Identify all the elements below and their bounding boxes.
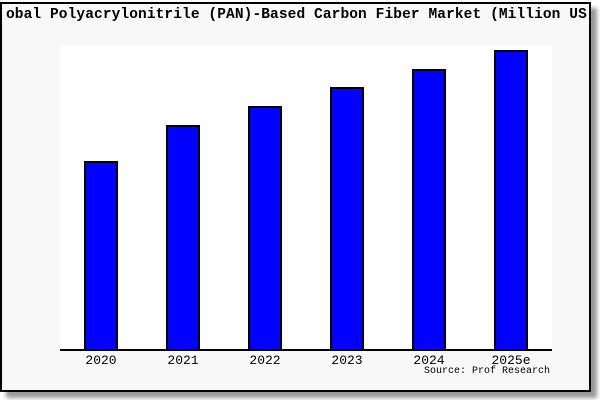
bar-slot-2022: [224, 46, 306, 349]
x-axis-labels: 2020 2021 2022 2023 2024 2025e: [60, 353, 552, 368]
x-tick-label-2025e: 2025e: [491, 353, 531, 368]
bar-2023: [330, 87, 364, 349]
x-tick-label-2022: 2022: [249, 353, 281, 368]
bar-slot-2021: [142, 46, 224, 349]
bar-slot-2020: [60, 46, 142, 349]
source-credit: Source: Prof Research: [423, 366, 550, 377]
chart-title: obal Polyacrylonitrile (PAN)-Based Carbo…: [6, 7, 587, 23]
bar-slot-2025e: [470, 46, 552, 349]
bar-slot-2023: [306, 46, 388, 349]
bar-2025e: [494, 50, 528, 349]
bar-2021: [166, 125, 200, 349]
x-tick-label-2024: 2024: [413, 353, 445, 368]
bar-2024: [412, 69, 446, 349]
bar-2022: [248, 106, 282, 349]
chart-window: obal Polyacrylonitrile (PAN)-Based Carbo…: [0, 2, 591, 392]
plot-area: [60, 46, 552, 351]
x-tick-label-2023: 2023: [331, 353, 363, 368]
x-tick-label-2020: 2020: [85, 353, 117, 368]
bar-slot-2024: [388, 46, 470, 349]
x-tick-label-2021: 2021: [167, 353, 199, 368]
bar-2020: [84, 161, 118, 349]
